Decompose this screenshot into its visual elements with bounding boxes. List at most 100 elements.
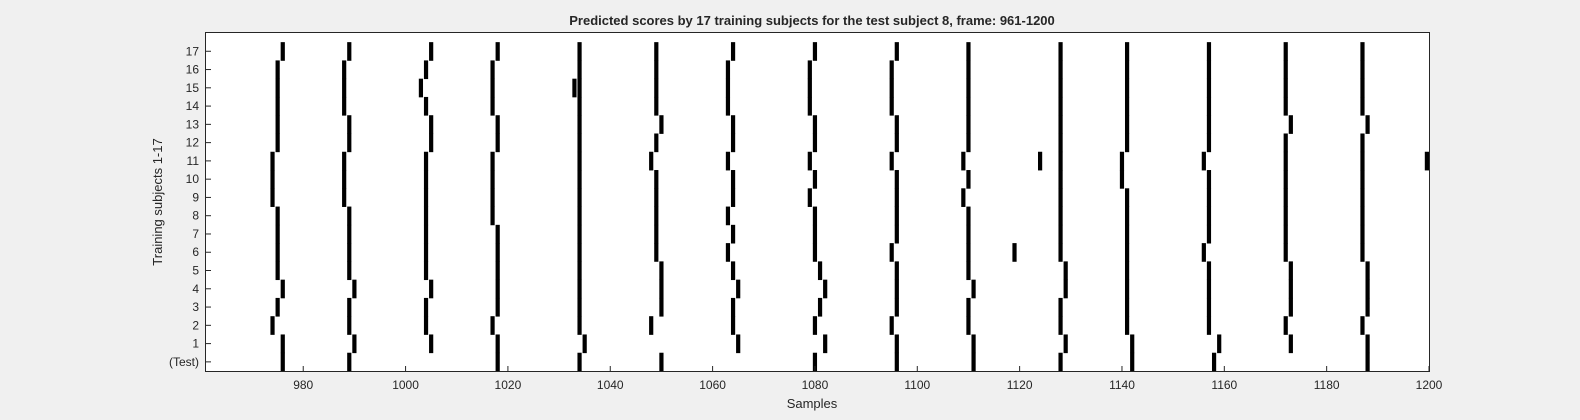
score-mark (654, 188, 659, 207)
chart-marks (270, 42, 1429, 372)
score-mark (1124, 297, 1130, 317)
x-tick-label: 980 (293, 378, 313, 392)
score-mark (418, 78, 424, 98)
score-mark (490, 188, 495, 207)
score-mark (495, 243, 500, 262)
score-mark (1206, 42, 1212, 61)
score-mark (1365, 352, 1370, 372)
score-mark (1201, 151, 1206, 171)
score-mark (577, 151, 582, 171)
y-tick-label: 13 (186, 117, 200, 131)
score-mark (654, 96, 659, 116)
x-tick-label: 1180 (1314, 378, 1340, 392)
score-mark (280, 279, 285, 299)
score-mark (347, 115, 352, 134)
score-mark (889, 60, 894, 80)
score-mark (966, 96, 971, 116)
score-mark (342, 188, 347, 207)
score-mark (966, 316, 971, 335)
score-mark (577, 352, 582, 372)
score-mark (1058, 297, 1063, 317)
y-tick-label: 17 (186, 44, 200, 58)
score-mark (1283, 188, 1288, 207)
score-mark (280, 352, 285, 372)
score-mark (812, 133, 818, 153)
x-tick-label: 1060 (699, 378, 726, 392)
score-mark (1360, 96, 1365, 116)
x-tick-label: 1200 (1416, 378, 1443, 392)
score-mark (894, 224, 899, 244)
score-mark (1058, 78, 1063, 98)
score-mark (342, 78, 347, 98)
y-tick-label: 16 (186, 63, 200, 77)
plot-frame (205, 32, 1430, 372)
score-mark (807, 96, 812, 116)
score-mark (1360, 60, 1365, 80)
score-mark (1283, 42, 1288, 61)
score-mark (280, 42, 285, 61)
score-mark (342, 96, 347, 116)
score-mark (1206, 170, 1212, 189)
score-mark (1283, 170, 1288, 189)
score-mark (730, 133, 736, 153)
score-mark (577, 170, 582, 189)
score-mark (812, 316, 818, 335)
score-mark (577, 115, 582, 134)
score-mark (1283, 133, 1288, 153)
score-mark (812, 42, 818, 61)
score-mark (807, 78, 812, 98)
score-mark (347, 352, 352, 372)
y-tick-label: 8 (192, 209, 199, 223)
score-mark (1124, 261, 1130, 281)
score-mark (889, 96, 894, 116)
score-mark (966, 170, 971, 189)
score-mark (352, 334, 357, 354)
score-mark (1058, 133, 1063, 153)
score-mark (577, 261, 582, 281)
score-mark (1058, 170, 1063, 189)
score-mark (730, 316, 736, 335)
score-mark (807, 151, 812, 171)
score-mark (270, 151, 275, 171)
score-mark (730, 170, 736, 189)
score-mark (654, 243, 659, 262)
score-mark (894, 334, 899, 354)
score-mark (1124, 42, 1130, 61)
score-mark (429, 42, 434, 61)
score-mark (966, 206, 971, 226)
x-tick-label: 1100 (904, 378, 930, 392)
score-mark (1058, 151, 1063, 171)
score-mark (894, 279, 899, 299)
score-mark (1283, 316, 1288, 335)
score-mark (275, 243, 280, 262)
score-mark (1058, 224, 1063, 244)
score-mark (823, 279, 828, 299)
score-mark (812, 170, 818, 189)
score-mark (1360, 170, 1365, 189)
y-tick-label: 7 (192, 227, 199, 241)
score-mark (577, 78, 582, 98)
score-mark (654, 42, 659, 61)
score-mark (423, 206, 429, 226)
score-mark (894, 261, 899, 281)
score-mark (577, 133, 582, 153)
score-mark (1206, 78, 1212, 98)
score-mark (1360, 206, 1365, 226)
score-mark (1058, 96, 1063, 116)
score-mark (1360, 224, 1365, 244)
score-mark (490, 96, 495, 116)
score-mark (1206, 60, 1212, 80)
score-mark (423, 188, 429, 207)
score-mark (1283, 60, 1288, 80)
y-tick-label: 12 (186, 136, 200, 150)
score-mark (730, 297, 736, 317)
score-mark (1124, 279, 1130, 299)
score-mark (966, 42, 971, 61)
score-mark (730, 261, 736, 281)
score-mark (725, 243, 731, 262)
score-mark (817, 261, 823, 281)
y-tick-label: 10 (186, 172, 200, 186)
score-mark (894, 115, 899, 134)
score-mark (1360, 42, 1365, 61)
score-mark (894, 352, 899, 372)
